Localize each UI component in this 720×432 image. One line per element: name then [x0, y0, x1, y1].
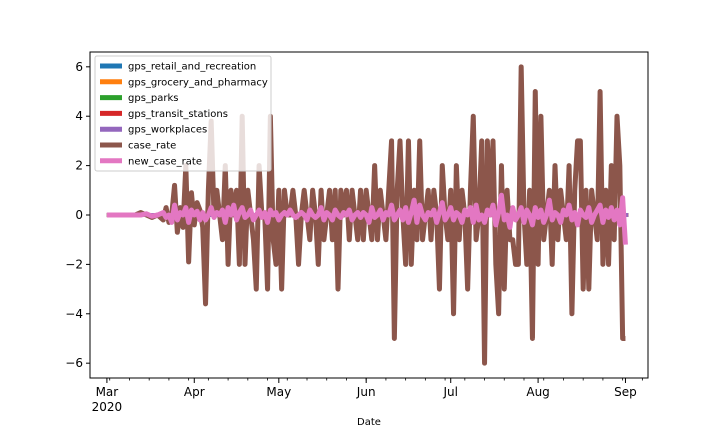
y-tick-label: 4	[75, 109, 83, 123]
y-tick-label: 2	[75, 159, 83, 173]
x-tick-sublabel: 2020	[92, 400, 123, 414]
legend-label-gps-parks: gps_parks	[128, 93, 179, 104]
legend-label-case-rate: case_rate	[128, 141, 176, 152]
x-tick-label: May	[266, 385, 291, 399]
legend-label-gps-transit-stations: gps_transit_stations	[128, 109, 228, 120]
y-tick-label: −4	[65, 307, 83, 321]
x-tick-label: Jul	[442, 385, 457, 399]
x-tick-label: Sep	[614, 385, 637, 399]
legend: gps_retail_and_recreation gps_grocery_and…	[94, 55, 272, 172]
legend-label-new-case-rate: new_case_rate	[128, 156, 202, 167]
x-tick-label: Mar	[96, 385, 119, 399]
x-tick-label: Jun	[356, 385, 376, 399]
series-line-new-case-rate	[106, 192, 628, 245]
x-tick-label: Aug	[526, 385, 549, 399]
y-axis: −6 −4 −2 0 2 4 6	[65, 60, 90, 370]
y-tick-label: 0	[75, 208, 83, 222]
y-tick-label: −6	[65, 356, 83, 370]
series-group	[106, 64, 629, 366]
legend-box	[94, 55, 272, 172]
legend-label-gps-workplaces: gps_workplaces	[128, 125, 207, 136]
legend-label-gps-retail-and-recreation: gps_retail_and_recreation	[128, 62, 256, 73]
x-tick-label: Apr	[184, 385, 205, 399]
legend-items: gps_retail_and_recreation gps_grocery_and…	[100, 62, 268, 167]
y-tick-label: 6	[75, 60, 83, 74]
x-axis-label: Date	[357, 417, 381, 428]
legend-label-gps-grocery-and-pharmacy: gps_grocery_and_pharmacy	[128, 77, 268, 88]
y-tick-label: −2	[65, 257, 83, 271]
